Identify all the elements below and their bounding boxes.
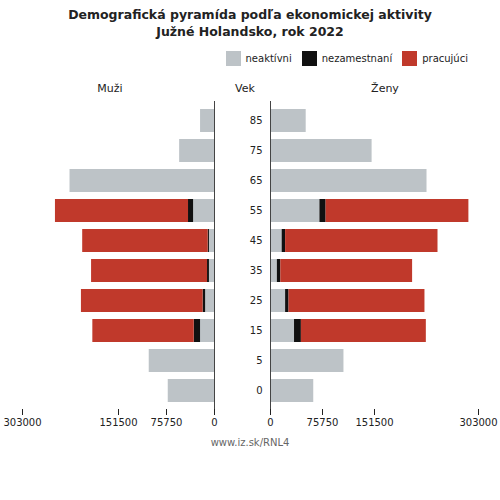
svg-text:65: 65 [250,175,263,186]
svg-text:151500: 151500 [355,417,393,428]
svg-text:303000: 303000 [3,417,41,428]
svg-text:45: 45 [250,235,263,246]
svg-text:55: 55 [250,205,263,216]
svg-text:0: 0 [256,385,262,396]
svg-text:5: 5 [256,355,262,366]
html-text:www.iz.sk/RNL4: www.iz.sk/RNL4 [210,437,290,448]
svg-text:0: 0 [211,417,217,428]
html-text:Muži: Muži [97,82,123,95]
svg-text:75750: 75750 [307,417,339,428]
svg-text:25: 25 [250,295,263,306]
svg-text:75750: 75750 [151,417,183,428]
svg-text:35: 35 [250,265,263,276]
html-text:Ženy: Ženy [371,82,399,95]
svg-text:151500: 151500 [99,417,137,428]
svg-text:15: 15 [250,325,263,336]
html-text:nezamestnaní: nezamestnaní [321,53,393,64]
svg-text:303000: 303000 [459,417,497,428]
html-text:Demografická pyramída podľa ek: Demografická pyramída podľa ekonomickej … [68,7,432,22]
html-text:pracujúci: pracujúci [422,53,468,64]
html-text:Vek: Vek [235,82,255,95]
html-text:Južné Holandsko, rok 2022: Južné Holandsko, rok 2022 [156,24,344,39]
svg-text:75: 75 [250,145,263,156]
html-text:neaktívni: neaktívni [245,53,292,64]
svg-text:85: 85 [250,115,263,126]
svg-text:0: 0 [267,417,273,428]
